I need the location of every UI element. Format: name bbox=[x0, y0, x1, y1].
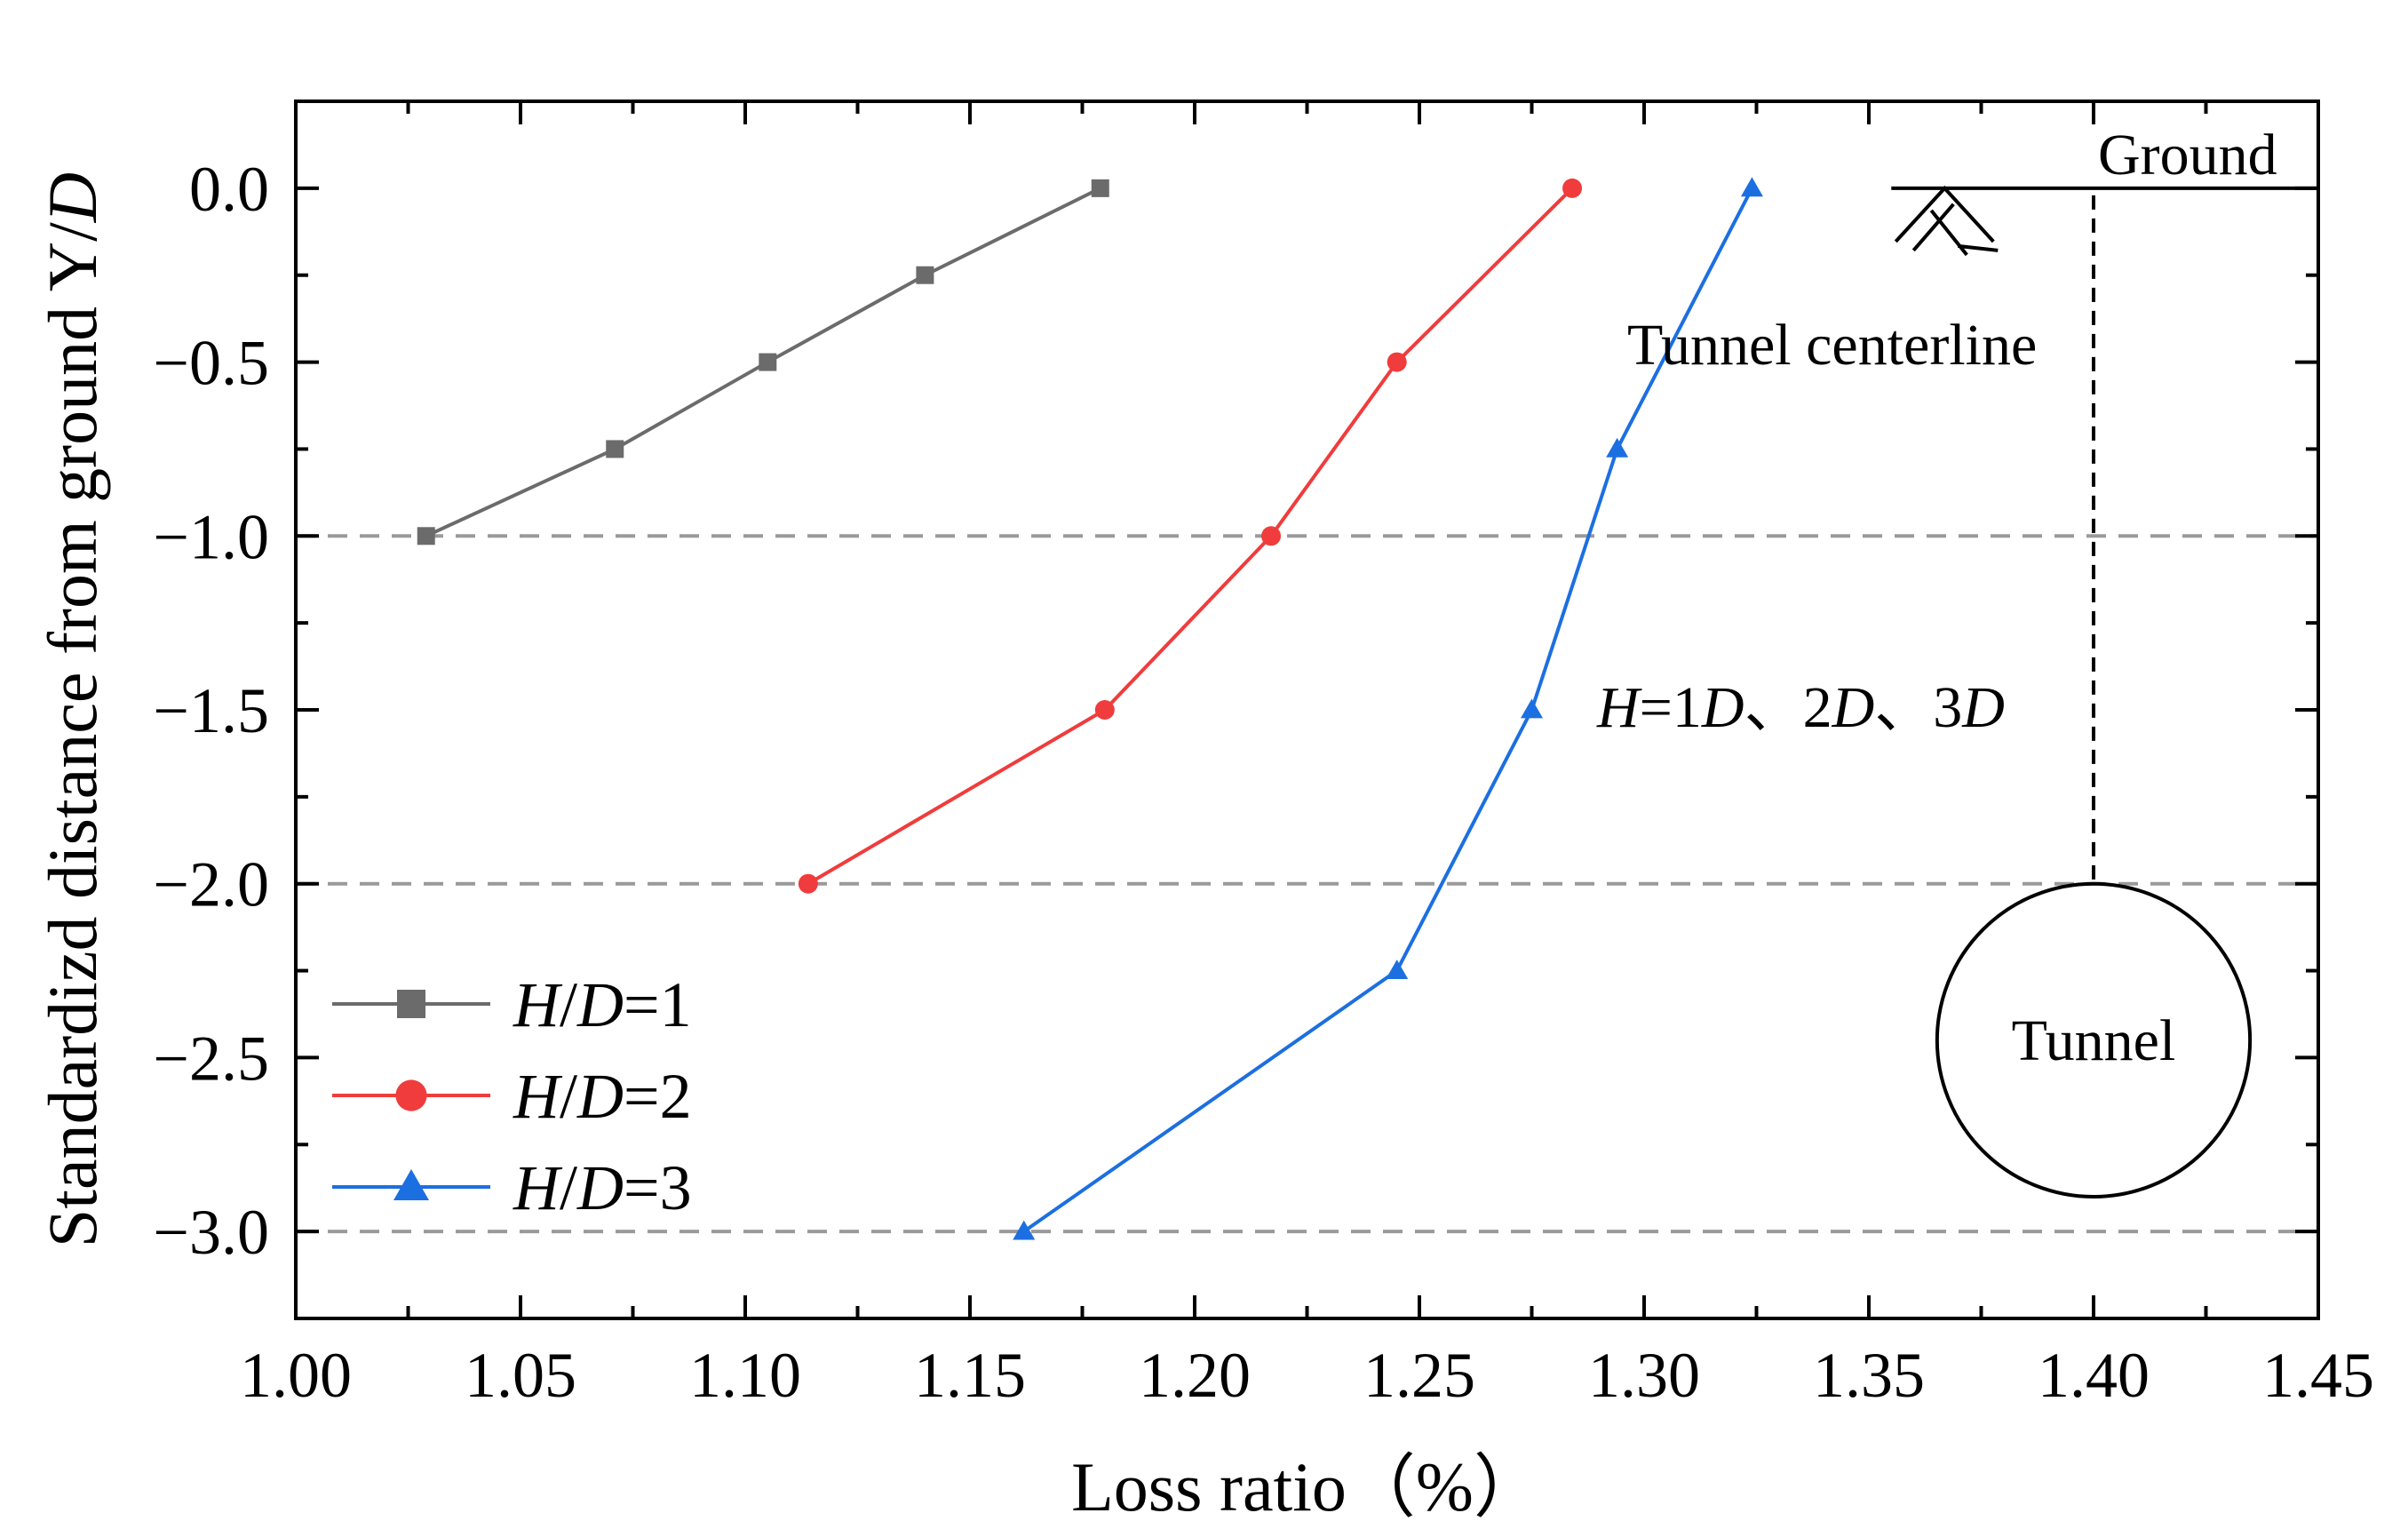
legend-marker bbox=[393, 1169, 429, 1200]
y-tick-label: −2.5 bbox=[153, 1023, 269, 1094]
y-tick-label: −0.5 bbox=[153, 328, 269, 399]
series-3 bbox=[1013, 177, 1763, 1240]
y-title-main: Standardizd distance from ground Y/ bbox=[34, 222, 111, 1247]
legend-label-part: D bbox=[576, 1152, 624, 1223]
tunnel-centerline-label: Tunnel centerline bbox=[1627, 313, 2037, 378]
legend-label-part: D bbox=[576, 1061, 624, 1132]
data-point bbox=[1606, 437, 1629, 458]
data-point bbox=[759, 353, 777, 371]
reference-lines bbox=[296, 534, 2318, 1234]
plot-frame bbox=[294, 100, 2320, 1320]
series-2 bbox=[798, 178, 1583, 894]
legend-item-1: H/D=1 bbox=[332, 969, 692, 1040]
tunnel-schematic bbox=[1891, 185, 2318, 1199]
legend: H/D=1H/D=2H/D=3 bbox=[332, 969, 692, 1223]
legend-label-part: =1 bbox=[624, 969, 692, 1040]
legend-label-part: H bbox=[513, 969, 563, 1040]
x-tick-label: 1.30 bbox=[1588, 1340, 1700, 1411]
series-layer bbox=[417, 177, 1763, 1240]
legend-label-part: H bbox=[513, 1061, 563, 1132]
legend-label-part: / bbox=[560, 1152, 577, 1223]
legend-label: H/D=1 bbox=[513, 969, 692, 1040]
tick-labels: 1.00 1.05 1.10 1.15 1.20 1.25 1.30 1.35 1.40 1.45… bbox=[153, 154, 2374, 1411]
x-tick-label: 1.05 bbox=[465, 1340, 576, 1411]
x-tick-label: 1.45 bbox=[2262, 1340, 2374, 1411]
legend-label-part: / bbox=[560, 969, 577, 1040]
depths-d1: D bbox=[1701, 675, 1744, 740]
data-point bbox=[1521, 698, 1543, 719]
y-tick-label: −1.0 bbox=[153, 501, 269, 572]
y-tick-label: −1.5 bbox=[153, 675, 269, 746]
x-tick-label: 1.35 bbox=[1813, 1340, 1925, 1411]
legend-marker bbox=[395, 1079, 427, 1111]
legend-item-2: H/D=2 bbox=[332, 1061, 692, 1132]
data-point bbox=[1387, 352, 1407, 372]
depths-2: 、2 bbox=[1744, 675, 1832, 740]
tunnel-circle bbox=[1935, 881, 2253, 1199]
x-tick-label: 1.40 bbox=[2038, 1340, 2150, 1411]
data-point bbox=[606, 440, 624, 458]
x-tick-label: 1.10 bbox=[689, 1340, 801, 1411]
legend-label-part: H bbox=[513, 1152, 563, 1223]
depths-d2: D bbox=[1832, 675, 1875, 740]
legend-label-part: =2 bbox=[624, 1061, 692, 1132]
data-point bbox=[1091, 179, 1109, 197]
depths-1: =1 bbox=[1640, 675, 1702, 740]
depths-label: H=1D、2D、3D bbox=[1596, 675, 2005, 740]
legend-label-part: =3 bbox=[624, 1152, 692, 1223]
depths-d3: D bbox=[1961, 675, 2005, 740]
legend-marker bbox=[397, 990, 425, 1018]
y-tick-label: 0.0 bbox=[189, 154, 269, 225]
y-axis-title: Standardizd distance from ground Y/D bbox=[34, 172, 111, 1247]
legend-label-part: D bbox=[576, 969, 624, 1040]
ground-label: Ground bbox=[2098, 123, 2277, 187]
data-point bbox=[916, 266, 934, 284]
data-point bbox=[798, 873, 818, 894]
data-point bbox=[1094, 700, 1115, 720]
y-tick-label: −3.0 bbox=[153, 1197, 269, 1268]
series-1 bbox=[417, 179, 1109, 546]
y-tick-label: −2.0 bbox=[153, 849, 269, 920]
axis-ticks bbox=[294, 100, 2320, 1320]
ground-hatch bbox=[1894, 185, 1999, 257]
x-tick-label: 1.15 bbox=[914, 1340, 1026, 1411]
x-tick-label: 1.00 bbox=[240, 1340, 352, 1411]
legend-item-3: H/D=3 bbox=[332, 1152, 692, 1223]
data-point bbox=[1740, 177, 1763, 197]
x-tick-label: 1.25 bbox=[1363, 1340, 1475, 1411]
data-point bbox=[1562, 178, 1583, 198]
y-title-italic: D bbox=[34, 172, 111, 223]
data-point bbox=[1261, 526, 1282, 546]
legend-label-part: / bbox=[560, 1061, 577, 1132]
data-point bbox=[1013, 1220, 1036, 1240]
depths-h: H bbox=[1596, 675, 1642, 740]
depths-3: 、3 bbox=[1874, 675, 1962, 740]
data-point bbox=[417, 527, 435, 546]
data-point bbox=[1386, 960, 1409, 979]
x-axis-title: Loss ratio（%） bbox=[1071, 1448, 1543, 1525]
x-tick-label: 1.20 bbox=[1139, 1340, 1251, 1411]
annotations: Ground Tunnel centerline Tunnel H=1D、2D、… bbox=[1596, 123, 2277, 1073]
legend-label: H/D=3 bbox=[513, 1152, 692, 1223]
tunnel-label: Tunnel bbox=[2012, 1008, 2176, 1073]
legend-label: H/D=2 bbox=[513, 1061, 692, 1132]
